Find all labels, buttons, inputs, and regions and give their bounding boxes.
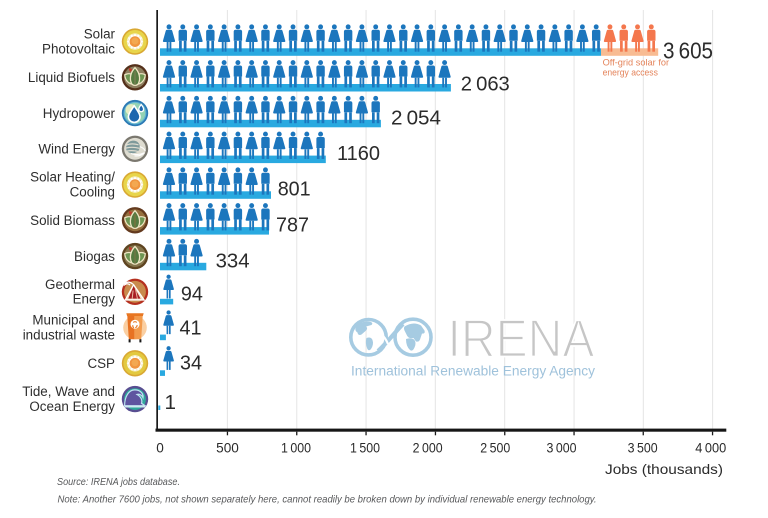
svg-text:4 000: 4 000 xyxy=(695,441,726,456)
svg-text:500: 500 xyxy=(216,441,239,456)
svg-text:Jobs (thousands): Jobs (thousands) xyxy=(605,462,723,477)
svg-text:Photovoltaic: Photovoltaic xyxy=(42,42,115,57)
svg-text:801: 801 xyxy=(278,178,311,201)
svg-text:Note: Another 7600 jobs, not s: Note: Another 7600 jobs, not shown separ… xyxy=(58,494,597,505)
svg-text:334: 334 xyxy=(216,250,250,273)
svg-text:0: 0 xyxy=(156,441,164,456)
svg-text:3 500: 3 500 xyxy=(628,441,658,456)
svg-text:1: 1 xyxy=(165,391,177,414)
svg-text:Solar: Solar xyxy=(84,27,116,42)
svg-text:1 000: 1 000 xyxy=(281,441,311,456)
svg-text:Biogas: Biogas xyxy=(74,249,115,264)
svg-text:Cooling: Cooling xyxy=(70,185,115,200)
svg-text:Off-grid solar for: Off-grid solar for xyxy=(603,58,670,69)
svg-text:Geothermal: Geothermal xyxy=(45,277,115,292)
svg-text:IRENA: IRENA xyxy=(448,309,596,368)
svg-text:41: 41 xyxy=(180,317,202,340)
svg-text:International Renewable Energy: International Renewable Energy Agency xyxy=(351,364,595,379)
svg-text:3 000: 3 000 xyxy=(547,441,577,456)
svg-text:Hydropower: Hydropower xyxy=(43,106,116,121)
svg-text:2 500: 2 500 xyxy=(480,441,510,456)
svg-text:CSP: CSP xyxy=(87,356,115,371)
svg-text:1 500: 1 500 xyxy=(350,441,380,456)
svg-text:2 000: 2 000 xyxy=(413,441,443,456)
svg-text:Tide, Wave and: Tide, Wave and xyxy=(22,384,115,399)
svg-text:Solid Biomass: Solid Biomass xyxy=(30,213,115,228)
svg-text:Solar Heating/: Solar Heating/ xyxy=(30,170,115,185)
svg-text:2 054: 2 054 xyxy=(391,107,441,130)
svg-text:Energy: Energy xyxy=(73,292,116,307)
svg-text:2 063: 2 063 xyxy=(461,73,510,96)
svg-text:energy access: energy access xyxy=(603,67,659,78)
svg-text:Liquid Biofuels: Liquid Biofuels xyxy=(28,70,115,85)
svg-text:Wind Energy: Wind Energy xyxy=(38,142,115,157)
svg-text:Source: IRENA jobs database.: Source: IRENA jobs database. xyxy=(57,477,180,488)
svg-text:Municipal and: Municipal and xyxy=(32,313,115,328)
svg-text:34: 34 xyxy=(180,352,202,375)
svg-text:Ocean Energy: Ocean Energy xyxy=(29,399,115,414)
svg-text:94: 94 xyxy=(181,283,203,306)
svg-text:1160: 1160 xyxy=(337,142,380,165)
svg-text:industrial waste: industrial waste xyxy=(23,328,115,343)
svg-text:3 605: 3 605 xyxy=(663,38,713,64)
svg-text:787: 787 xyxy=(276,214,309,237)
